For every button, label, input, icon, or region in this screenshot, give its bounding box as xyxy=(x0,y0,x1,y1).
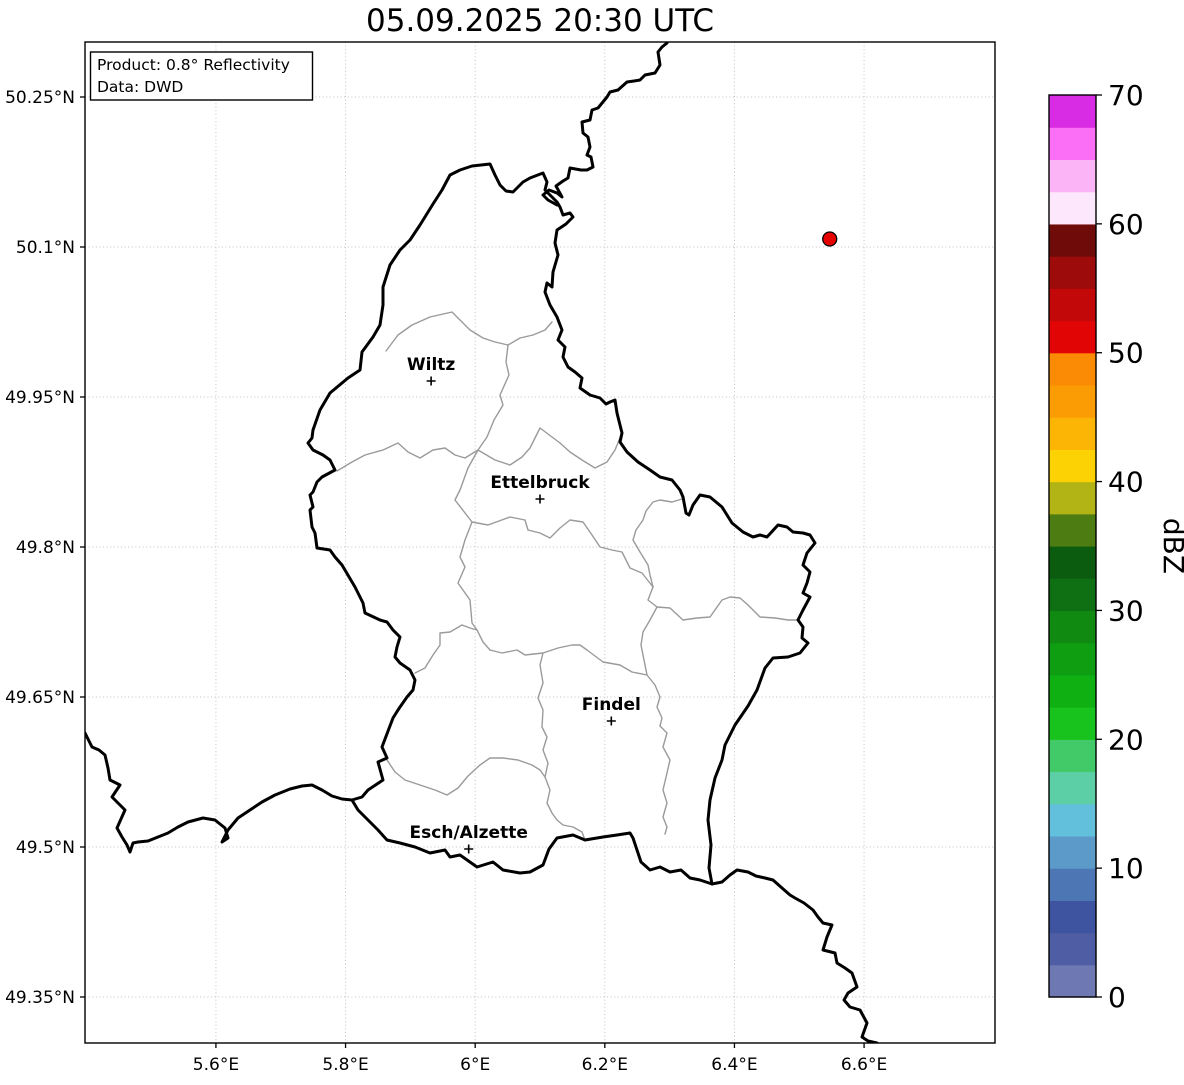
y-tick-label: 49.95°N xyxy=(5,388,75,408)
colorbar-segment xyxy=(1049,964,1096,998)
plot-frame xyxy=(84,41,996,1044)
city: Esch/Alzette xyxy=(410,823,528,854)
colorbar-tick-label: 60 xyxy=(1108,208,1144,241)
colorbar-tick-label: 10 xyxy=(1108,852,1144,885)
district-border xyxy=(454,449,654,588)
city-markers: Wiltz Ettelbruck Findel Esch/Alzette xyxy=(407,355,641,854)
france-belgium-border xyxy=(85,731,354,854)
district-border xyxy=(656,596,800,621)
colorbar-segment xyxy=(1049,481,1096,515)
colorbar-segment xyxy=(1049,932,1096,966)
info-box-frame xyxy=(89,51,314,101)
colorbar-frame xyxy=(1048,94,1097,998)
colorbar-segment xyxy=(1049,610,1096,644)
radar-location-dot xyxy=(822,231,838,247)
info-product-line: Product: 0.8° Reflectivity xyxy=(97,56,290,74)
info-box: Product: 0.8° Reflectivity Data: DWD xyxy=(89,51,314,101)
colorbar-segment xyxy=(1049,417,1096,450)
district-border xyxy=(537,652,586,841)
colorbar-segment xyxy=(1049,674,1096,708)
belgium-germany-border xyxy=(541,42,669,207)
district-border xyxy=(632,498,683,588)
luxembourg-border xyxy=(306,162,817,886)
district-border xyxy=(507,321,553,346)
colorbar-unit-label: dBZ xyxy=(1157,518,1184,574)
x-tick-label: 6.4°E xyxy=(711,1055,757,1075)
colorbar-tick-label: 40 xyxy=(1108,466,1144,499)
city-label: Wiltz xyxy=(407,355,456,375)
y-tick-label: 50.1°N xyxy=(16,238,75,258)
city-label: Esch/Alzette xyxy=(410,823,528,843)
city-plus-marker xyxy=(535,494,545,504)
district-border xyxy=(477,427,623,469)
city: Wiltz xyxy=(407,355,456,386)
district-border xyxy=(659,725,671,835)
colorbar-segment xyxy=(1049,127,1096,161)
colorbar-segment xyxy=(1049,384,1096,418)
colorbar-segment xyxy=(1049,771,1096,805)
colorbar-segment xyxy=(1049,578,1096,612)
colorbar-tick-label: 20 xyxy=(1108,723,1144,756)
colorbar-segment xyxy=(1049,707,1096,740)
figure-title: 05.09.2025 20:30 UTC xyxy=(366,3,714,39)
colorbar: 0 10 20 30 40 50 60 70 dBZ xyxy=(1048,79,1184,1014)
y-tick-label: 49.5°N xyxy=(16,838,75,858)
city: Ettelbruck xyxy=(490,473,590,504)
colorbar-segment xyxy=(1049,95,1096,128)
colorbar-segment xyxy=(1049,223,1096,257)
y-tick-label: 50.25°N xyxy=(5,88,75,108)
x-tick-label: 6.2°E xyxy=(582,1055,628,1075)
district-border xyxy=(457,521,491,651)
colorbar-tick-label: 50 xyxy=(1108,337,1144,370)
x-tick-label: 5.8°E xyxy=(322,1055,368,1075)
city: Findel xyxy=(582,695,641,726)
city-plus-marker xyxy=(606,716,616,726)
district-border xyxy=(386,757,546,796)
colorbar-segment xyxy=(1049,191,1096,225)
district-border xyxy=(489,644,663,727)
x-tick-label: 6°E xyxy=(460,1055,490,1075)
x-tick-label: 5.6°E xyxy=(193,1055,239,1075)
colorbar-segment xyxy=(1049,900,1096,934)
colorbar-segment xyxy=(1049,803,1096,837)
y-tick-label: 49.8°N xyxy=(16,538,75,558)
gridlines: 5.6°E 5.8°E 6°E 6.2°E 6.4°E 6.6°E 49.35°N 49.5°… xyxy=(5,42,995,1075)
y-tick-label: 49.65°N xyxy=(5,688,75,708)
city-plus-marker xyxy=(464,844,474,854)
colorbar-segment xyxy=(1049,513,1096,547)
colorbar-segment xyxy=(1049,868,1096,901)
france-germany-moselle-border xyxy=(710,868,879,1043)
y-tick-label: 49.35°N xyxy=(5,988,75,1008)
colorbar-tick-label: 70 xyxy=(1108,79,1144,112)
colorbar-tick-label: 0 xyxy=(1108,981,1126,1014)
x-tick-label: 6.6°E xyxy=(841,1055,887,1075)
colorbar-segment xyxy=(1049,546,1096,579)
colorbar-segment xyxy=(1049,835,1096,869)
district-border xyxy=(385,311,510,451)
district-borders xyxy=(336,311,800,841)
colorbar-segment xyxy=(1049,288,1096,322)
borders-layer xyxy=(85,42,879,1043)
colorbar-tick-label: 30 xyxy=(1108,594,1144,627)
colorbar-segment xyxy=(1049,449,1096,483)
colorbar-segment xyxy=(1049,352,1096,386)
colorbar-segment xyxy=(1049,159,1096,193)
colorbar-segment xyxy=(1049,739,1096,773)
city-label: Ettelbruck xyxy=(490,473,590,493)
district-border xyxy=(336,442,479,472)
colorbar-segment xyxy=(1049,256,1096,289)
city-label: Findel xyxy=(582,695,641,715)
colorbar-segment xyxy=(1049,642,1096,676)
colorbar-segment xyxy=(1049,320,1096,354)
district-border xyxy=(640,586,658,676)
info-data-line: Data: DWD xyxy=(97,78,183,96)
city-plus-marker xyxy=(426,376,436,386)
district-border xyxy=(414,624,478,674)
